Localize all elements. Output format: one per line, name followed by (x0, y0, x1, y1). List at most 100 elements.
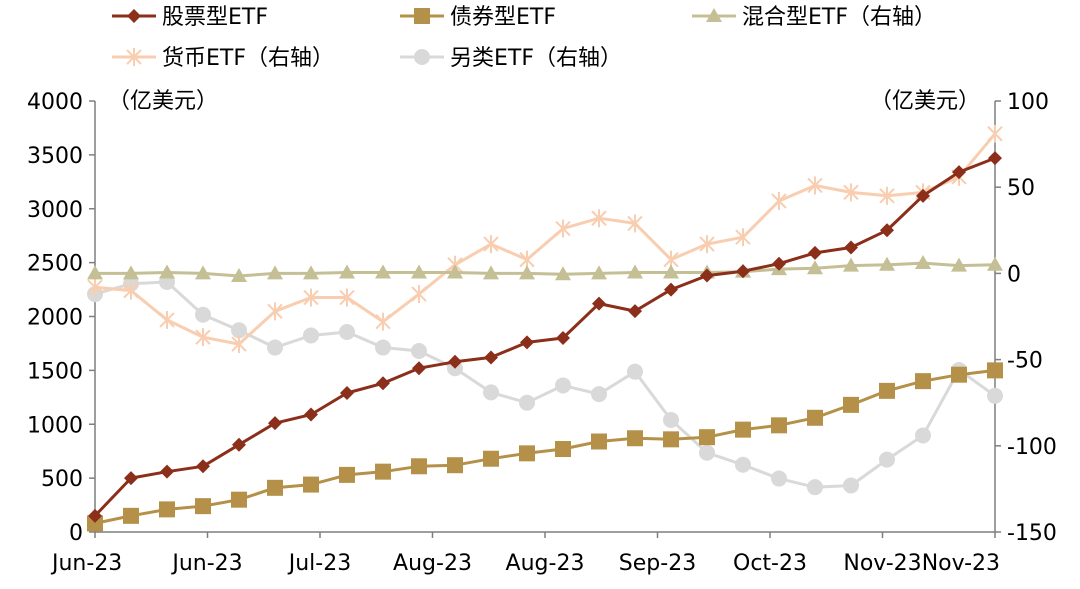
data-point (951, 257, 967, 272)
data-point (591, 386, 607, 403)
data-point (375, 264, 391, 279)
right-tick-label: 50 (1007, 176, 1035, 201)
data-point (844, 240, 858, 255)
data-point (807, 260, 823, 275)
data-point (87, 278, 103, 297)
data-point (627, 264, 643, 279)
data-point (663, 431, 679, 448)
x-tick-label: Nov-23 (922, 551, 1000, 576)
left-tick-label: 2000 (27, 306, 83, 331)
data-point (339, 288, 355, 307)
data-point (195, 328, 211, 347)
data-point (375, 312, 391, 331)
data-point (303, 265, 319, 280)
data-point (879, 382, 895, 399)
data-point (555, 219, 571, 238)
data-point (267, 339, 283, 356)
data-point (232, 437, 246, 452)
data-point (627, 430, 643, 447)
legend-item: 债券型ETF (400, 5, 556, 30)
data-point (124, 471, 138, 486)
data-point (339, 466, 355, 483)
data-point (483, 450, 499, 467)
data-point (987, 124, 1003, 143)
data-point (483, 384, 499, 401)
data-point (376, 376, 390, 391)
data-point (231, 322, 247, 339)
data-point (195, 498, 211, 515)
data-point (771, 417, 787, 434)
data-point (447, 457, 463, 474)
legend-item: 另类ETF（右轴） (400, 46, 622, 71)
data-point (771, 470, 787, 487)
legend-label: 混合型ETF（右轴） (742, 5, 936, 30)
data-point (772, 256, 786, 271)
data-point (915, 373, 931, 390)
legend-marker (414, 8, 430, 24)
data-point (735, 456, 751, 473)
series-2 (87, 255, 1003, 282)
x-tick-label: Nov-23 (843, 551, 921, 576)
data-point (304, 407, 318, 422)
series-4 (87, 274, 1003, 496)
left-tick-label: 1000 (27, 413, 83, 438)
data-point (808, 245, 822, 260)
data-point (987, 256, 1003, 271)
right-tick-label: -100 (1007, 435, 1057, 460)
left-tick-label: 0 (69, 521, 83, 546)
data-point (591, 265, 607, 280)
data-point (411, 285, 427, 304)
left-tick-label: 4000 (27, 90, 83, 115)
legend-marker (126, 48, 142, 66)
data-point (771, 191, 787, 210)
series-line (94, 132, 997, 346)
legend-marker (127, 9, 141, 23)
data-point (555, 266, 571, 281)
data-point (483, 265, 499, 280)
data-point (340, 386, 354, 401)
data-point (268, 416, 282, 431)
data-point (195, 265, 211, 280)
x-tick-label: Jun-23 (170, 551, 242, 576)
data-point (879, 256, 895, 271)
data-point (520, 335, 534, 350)
data-point (231, 491, 247, 508)
data-point (339, 324, 355, 341)
data-point (915, 255, 931, 270)
data-point (484, 350, 498, 365)
data-point (303, 288, 319, 307)
right-tick-label: -150 (1007, 521, 1057, 546)
data-point (411, 458, 427, 475)
data-point (231, 267, 247, 282)
data-point (736, 264, 750, 279)
data-point (735, 421, 751, 438)
data-point (231, 335, 247, 354)
data-point (267, 479, 283, 496)
data-point (843, 396, 859, 413)
plot-area (87, 124, 1003, 532)
data-point (267, 265, 283, 280)
left-tick-label: 3000 (27, 198, 83, 223)
data-point (807, 409, 823, 426)
legend-label: 债券型ETF (450, 5, 556, 30)
data-point (699, 444, 715, 461)
series-line (95, 261, 996, 278)
data-point (555, 441, 571, 458)
left-tick-label: 500 (41, 467, 83, 492)
data-point (159, 501, 175, 518)
data-point (267, 302, 283, 321)
legend-item: 货币ETF（右轴） (112, 46, 334, 71)
left-tick-label: 3500 (27, 144, 83, 169)
data-point (375, 463, 391, 480)
data-point (592, 296, 606, 311)
data-point (412, 361, 426, 376)
data-point (339, 264, 355, 279)
data-point (556, 331, 570, 346)
data-point (988, 151, 1002, 166)
data-point (663, 411, 679, 428)
legend-item: 混合型ETF（右轴） (692, 5, 936, 30)
data-point (916, 188, 930, 203)
x-tick-label: Aug-23 (393, 551, 472, 576)
data-point (664, 282, 678, 297)
data-point (843, 183, 859, 202)
